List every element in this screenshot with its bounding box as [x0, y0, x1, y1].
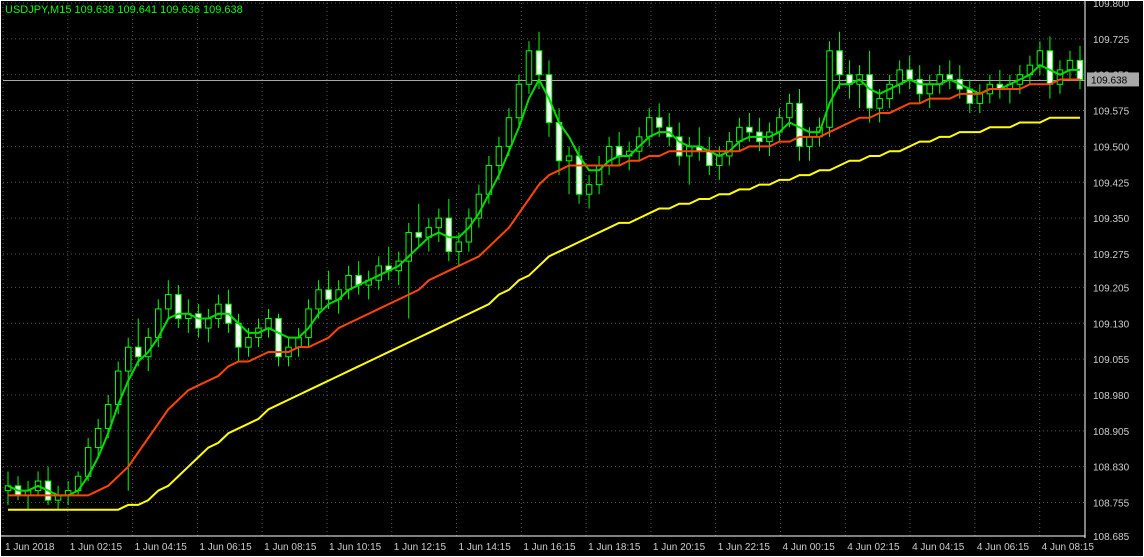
svg-text:4 Jun 02:15: 4 Jun 02:15 — [847, 542, 900, 553]
svg-text:4 Jun 06:15: 4 Jun 06:15 — [977, 542, 1030, 553]
svg-text:109.575: 109.575 — [1093, 107, 1130, 118]
ohlc-open: 109.638 — [75, 4, 115, 16]
forex-chart[interactable]: USDJPY,M15 109.638 109.641 109.636 109.6… — [0, 0, 1144, 557]
symbol-label: USDJPY — [5, 4, 47, 16]
svg-text:108.755: 108.755 — [1093, 499, 1130, 510]
svg-text:109.130: 109.130 — [1093, 319, 1130, 330]
svg-text:109.205: 109.205 — [1093, 283, 1130, 294]
svg-text:109.500: 109.500 — [1093, 142, 1130, 153]
svg-text:1 Jun 16:15: 1 Jun 16:15 — [523, 542, 576, 553]
svg-text:4 Jun 00:15: 4 Jun 00:15 — [782, 542, 835, 553]
svg-text:109.800: 109.800 — [1093, 1, 1130, 10]
ohlc-high: 109.641 — [117, 4, 157, 16]
svg-text:1 Jun 06:15: 1 Jun 06:15 — [199, 542, 252, 553]
chart-header: USDJPY,M15 109.638 109.641 109.636 109.6… — [5, 4, 243, 16]
svg-text:109.055: 109.055 — [1093, 355, 1130, 366]
svg-text:4 Jun 04:15: 4 Jun 04:15 — [912, 542, 965, 553]
svg-text:109.725: 109.725 — [1093, 35, 1130, 46]
svg-text:109.275: 109.275 — [1093, 250, 1130, 261]
svg-text:1 Jun 20:15: 1 Jun 20:15 — [653, 542, 706, 553]
svg-text:1 Jun 18:15: 1 Jun 18:15 — [588, 542, 641, 553]
svg-text:4 Jun 08:15: 4 Jun 08:15 — [1042, 542, 1095, 553]
svg-text:1 Jun 22:15: 1 Jun 22:15 — [718, 542, 771, 553]
ohlc-low: 109.636 — [160, 4, 200, 16]
ohlc-close: 109.638 — [203, 4, 243, 16]
svg-text:1 Jun 02:15: 1 Jun 02:15 — [70, 542, 123, 553]
svg-text:1 Jun 14:15: 1 Jun 14:15 — [459, 542, 512, 553]
chart-canvas[interactable]: 109.800109.725109.650109.575109.500109.4… — [1, 1, 1143, 556]
svg-text:1 Jun 2018: 1 Jun 2018 — [5, 542, 55, 553]
svg-text:1 Jun 12:15: 1 Jun 12:15 — [394, 542, 447, 553]
svg-text:108.980: 108.980 — [1093, 391, 1130, 402]
svg-text:1 Jun 08:15: 1 Jun 08:15 — [264, 542, 317, 553]
svg-text:109.425: 109.425 — [1093, 178, 1130, 189]
svg-text:1 Jun 04:15: 1 Jun 04:15 — [135, 542, 188, 553]
svg-text:1 Jun 10:15: 1 Jun 10:15 — [329, 542, 382, 553]
svg-text:108.685: 108.685 — [1093, 532, 1130, 543]
svg-text:109.638: 109.638 — [1091, 75, 1128, 86]
svg-text:108.905: 108.905 — [1093, 427, 1130, 438]
timeframe-label: M15 — [50, 4, 71, 16]
svg-text:108.830: 108.830 — [1093, 463, 1130, 474]
svg-text:109.350: 109.350 — [1093, 214, 1130, 225]
